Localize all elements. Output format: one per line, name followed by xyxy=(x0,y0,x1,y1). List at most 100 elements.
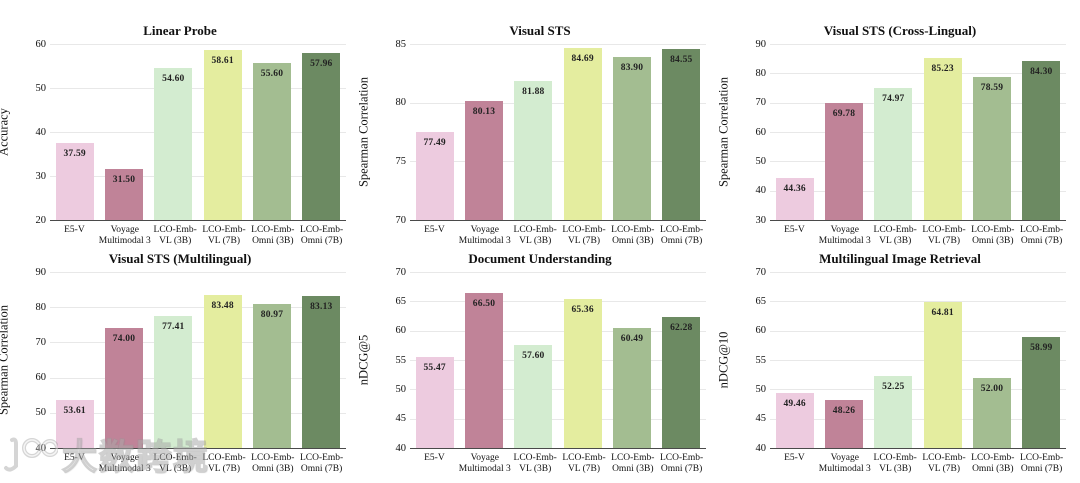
x-category-label: Voyage Multimodal 3 xyxy=(458,225,511,246)
gridline xyxy=(770,272,1066,273)
bar-slot: 69.78 xyxy=(819,44,868,220)
bar-lco-emb-vl-7b-: 83.48 xyxy=(203,294,242,448)
gridline xyxy=(50,377,346,379)
bar-voyage-multimodal-3: 31.50 xyxy=(104,169,143,220)
x-category-label: LCO-Emb- Omni (3B) xyxy=(971,225,1015,246)
bar-lco-emb-omni-3b-: 52.00 xyxy=(972,377,1011,448)
x-category-label: LCO-Emb- Omni (3B) xyxy=(251,225,295,246)
bar-slot: 37.59 xyxy=(50,44,99,220)
y-tick-label: 60 xyxy=(395,325,407,337)
bar-value-label: 81.88 xyxy=(522,86,545,97)
bar-lco-emb-omni-7b-: 57.96 xyxy=(302,52,341,220)
bar-lco-emb-omni-7b-: 62.28 xyxy=(662,317,701,448)
bar-value-label: 74.00 xyxy=(112,334,136,345)
gridline xyxy=(410,418,706,420)
x-category-label: Voyage Multimodal 3 xyxy=(818,453,871,474)
y-tick-label: 50 xyxy=(755,383,767,395)
x-category-label: LCO-Emb- VL (7B) xyxy=(202,453,246,474)
x-category-labels: E5-V Voyage Multimodal 3 LCO-Emb- VL (3B) LCO… xyxy=(770,453,1066,475)
bar-voyage-multimodal-3: 48.26 xyxy=(824,399,863,448)
gridline xyxy=(770,360,1066,361)
x-category-label: LCO-Emb- VL (7B) xyxy=(202,225,246,246)
bar-value-label: 57.60 xyxy=(522,350,545,361)
chart-title: Visual STS (Multilingual) xyxy=(108,251,252,266)
x-category-label: LCO-Emb- VL (3B) xyxy=(873,225,917,246)
bar-value-label: 83.48 xyxy=(211,300,234,311)
y-tick-label: 80 xyxy=(395,97,407,109)
bar-value-label: 84.69 xyxy=(571,53,594,64)
x-category-label: LCO-Emb- Omni (7B) xyxy=(299,225,344,246)
bars-container: 77.49 80.13 81.88 84.69 83.90 84.55 xyxy=(410,44,706,220)
bar-slot: 66.50 xyxy=(459,272,508,448)
y-tick-label: 50 xyxy=(755,155,767,167)
y-tick-label: 70 xyxy=(755,266,767,278)
bar-slot: 48.26 xyxy=(819,272,868,448)
x-category-label: Voyage Multimodal 3 xyxy=(98,225,151,246)
x-category-label: E5-V xyxy=(64,453,85,463)
y-tick-label: 55 xyxy=(395,354,407,366)
y-tick-label: 60 xyxy=(35,372,47,384)
chart-title: Multilingual Image Retrieval xyxy=(819,251,981,266)
x-category-label: LCO-Emb- VL (3B) xyxy=(513,453,557,474)
bar-slot: 52.00 xyxy=(967,272,1016,448)
x-category-labels: E5-V Voyage Multimodal 3 LCO-Emb- VL (3B) LCO… xyxy=(410,453,706,475)
chart-cell-3: Visual STS (Cross-Lingual) 30 40 50 60 70 80 90… xyxy=(716,0,1080,246)
y-tick-label: 40 xyxy=(35,442,47,454)
bar-lco-emb-vl-7b-: 64.81 xyxy=(923,302,962,448)
bar-lco-emb-vl-3b-: 57.60 xyxy=(514,344,553,448)
bar-e5-v: 49.46 xyxy=(775,392,814,448)
gridline xyxy=(770,161,1066,163)
gridline xyxy=(410,360,706,361)
bar-value-label: 64.81 xyxy=(931,308,954,319)
bar-value-label: 80.13 xyxy=(472,107,496,118)
y-tick-label: 20 xyxy=(35,214,47,226)
bar-value-label: 83.13 xyxy=(310,302,333,313)
plot-area: 20 30 40 50 60 Accuracy 37.59 31.50 54.60 58.61 55… xyxy=(0,39,346,226)
chart-content: Visual STS (Multilingual) 40 50 60 70 80 90 Spe… xyxy=(0,252,360,478)
bar-slot: 65.36 xyxy=(558,272,607,448)
x-category-label: Voyage Multimodal 3 xyxy=(98,453,151,474)
y-tick-label: 70 xyxy=(755,97,767,109)
chart-content: Multilingual Image Retrieval 40 45 50 55 60 65… xyxy=(716,251,1080,478)
y-tick-label: 60 xyxy=(755,126,767,138)
x-category-label: E5-V xyxy=(784,453,805,463)
y-axis-label: nDCG@10 xyxy=(716,331,731,389)
x-category-label: Voyage Multimodal 3 xyxy=(458,453,511,474)
chart-cell-6: Multilingual Image Retrieval 40 45 50 55 60 65… xyxy=(716,241,1080,483)
chart-title: Document Understanding xyxy=(468,251,612,266)
x-category-label: LCO-Emb- VL (7B) xyxy=(922,453,966,474)
bar-lco-emb-vl-3b-: 77.41 xyxy=(154,316,193,448)
bar-slot: 55.60 xyxy=(247,44,296,220)
bar-value-label: 49.46 xyxy=(783,398,806,409)
bar-slot: 60.49 xyxy=(607,272,656,448)
bar-lco-emb-omni-7b-: 83.13 xyxy=(302,296,341,448)
y-tick-label: 40 xyxy=(755,442,767,454)
bar-value-label: 54.60 xyxy=(162,73,185,84)
bar-value-label: 62.28 xyxy=(670,323,693,334)
x-axis-line xyxy=(770,219,1066,221)
bar-value-label: 84.55 xyxy=(670,55,693,66)
bar-slot: 83.13 xyxy=(297,272,346,448)
bar-voyage-multimodal-3: 66.50 xyxy=(464,292,503,448)
bar-lco-emb-omni-7b-: 58.99 xyxy=(1022,336,1061,448)
y-tick-label: 30 xyxy=(755,214,767,226)
y-tick-label: 80 xyxy=(755,67,767,79)
y-axis-label: nDCG@5 xyxy=(356,334,371,386)
gridline xyxy=(410,389,706,391)
gridline xyxy=(410,102,706,104)
y-tick-label: 45 xyxy=(395,413,407,425)
chart-content: Linear Probe 20 30 40 50 60 Accuracy 37.59 31.50… xyxy=(0,24,360,250)
y-tick-label: 70 xyxy=(395,266,407,278)
bar-voyage-multimodal-3: 80.13 xyxy=(464,101,503,220)
bar-value-label: 55.60 xyxy=(260,69,284,80)
bar-value-label: 44.36 xyxy=(783,183,806,194)
bar-value-label: 69.78 xyxy=(832,109,856,120)
bar-value-label: 52.00 xyxy=(980,383,1004,394)
bar-value-label: 83.90 xyxy=(620,62,644,73)
x-category-label: LCO-Emb- Omni (3B) xyxy=(251,453,295,474)
y-axis-label: Spearman Correlation xyxy=(716,76,731,188)
chart-title: Linear Probe xyxy=(143,23,217,38)
x-category-label: LCO-Emb- Omni (3B) xyxy=(971,453,1015,474)
bar-voyage-multimodal-3: 74.00 xyxy=(104,328,143,448)
bar-slot: 49.46 xyxy=(770,272,819,448)
